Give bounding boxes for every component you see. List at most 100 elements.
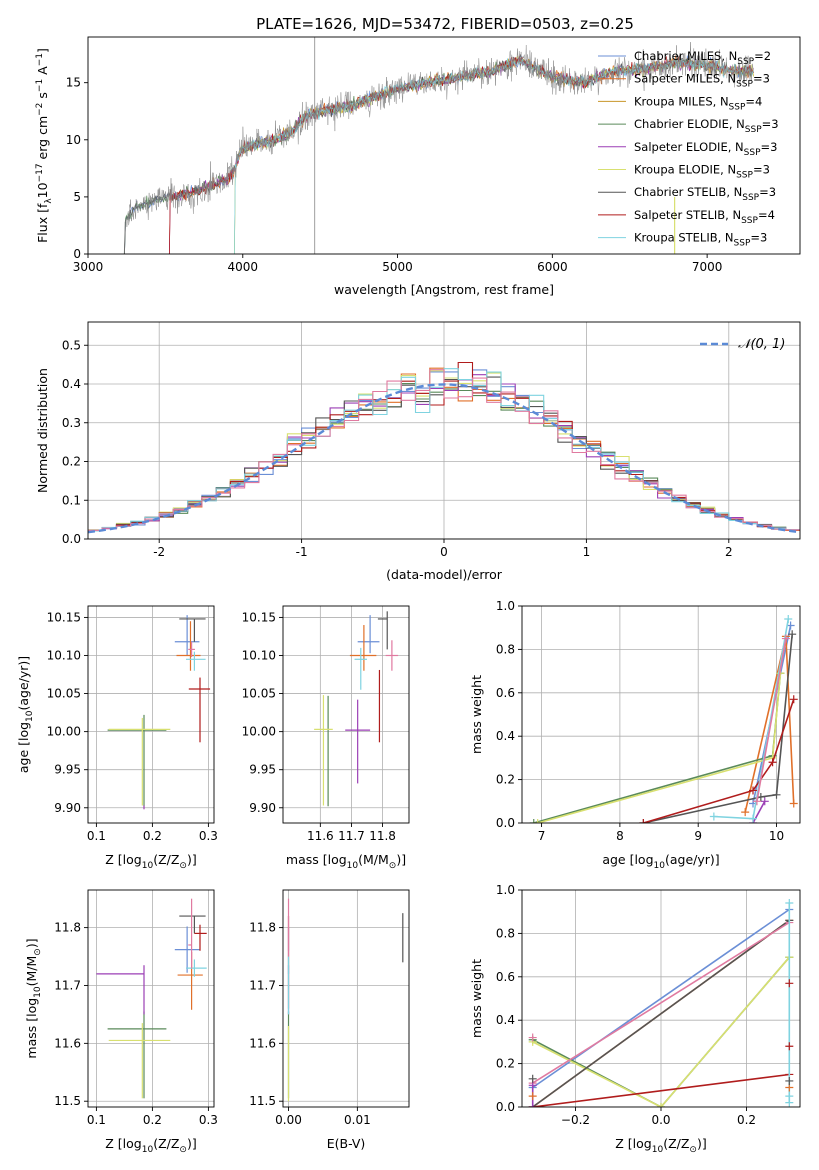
weight-line xyxy=(532,919,790,1107)
weight-marker xyxy=(528,1092,537,1101)
residuals-ytick-label: 0.5 xyxy=(62,338,81,352)
residuals-ytick-label: 0.0 xyxy=(62,532,81,546)
weight-age-xlabel: age [log10(age/yr)] xyxy=(602,852,719,871)
residuals-ylabel: Normed distribution xyxy=(35,368,50,493)
spectrum-model-line xyxy=(233,58,754,254)
age_vs_mass-ytick-label: 9.90 xyxy=(249,801,276,815)
spectrum-frame xyxy=(87,36,801,255)
mass_vs_ebv-ytick-label: 11.7 xyxy=(249,978,276,992)
age-Z-ylabel: age [log10(age/yr)] xyxy=(16,656,35,773)
weight_vs_age-xtick-label: 7 xyxy=(538,829,546,843)
age_vs_mass-xtick-label: 11.7 xyxy=(338,829,365,843)
spectrum-model-line xyxy=(123,56,754,254)
weight-marker xyxy=(749,814,758,823)
mass_vs_Z-ytick-label: 11.6 xyxy=(54,1036,81,1050)
weight-marker xyxy=(785,979,794,988)
mass_vs_ebv-plot-area xyxy=(283,890,409,1107)
mass_vs_Z-axes: 0.1 0.2 0.3 11.5 11.6 11.7 11.8 xyxy=(54,889,218,1127)
weight-marker xyxy=(772,790,781,799)
mass_vs_ebv-frame xyxy=(282,889,410,1108)
weight_vs_Z-xtick-label: −0.2 xyxy=(561,1113,590,1127)
weight_vs_age-ytick-label: 0.2 xyxy=(496,773,515,787)
weight-marker xyxy=(528,1033,537,1042)
mass_vs_ebv-xtick-label: 0.01 xyxy=(344,1113,371,1127)
mass_vs_ebv-axes: 0.00 0.01 11.5 11.6 11.7 11.8 xyxy=(249,889,410,1127)
weight-line xyxy=(532,921,790,1084)
mass_vs_Z-xtick-label: 0.3 xyxy=(199,1113,218,1127)
age-Z-xlabel: Z [log10(Z/Z⊙)] xyxy=(105,852,196,871)
spectrum-model-line xyxy=(168,57,754,254)
weight-marker xyxy=(760,797,769,806)
weight-marker xyxy=(785,899,794,908)
weight_vs_age-xtick-label: 10 xyxy=(769,829,784,843)
weight_vs_age-ytick-label: 1.0 xyxy=(496,599,515,613)
age_vs_mass-frame xyxy=(282,605,410,824)
residuals-xtick-label: 1 xyxy=(583,545,591,559)
weight-marker xyxy=(789,799,798,808)
weight_vs_Z-plot-area xyxy=(522,890,800,1107)
age_vs_Z-ytick-label: 10.05 xyxy=(47,687,81,701)
weight_vs_Z-ytick-label: 1.0 xyxy=(496,883,515,897)
weight-marker xyxy=(789,695,798,704)
weight_vs_age-ytick-label: 0.6 xyxy=(496,686,515,700)
legend-entry: Chabrier ELODIE, NSSP=3 xyxy=(634,117,779,135)
weight-line xyxy=(643,634,793,823)
weight-marker xyxy=(781,634,790,643)
age_vs_Z-ytick-label: 9.90 xyxy=(54,801,81,815)
age_vs_mass-plot-area xyxy=(283,606,409,823)
weight_vs_age-axes: 7 8 9 10 0.0 0.2 0.4 0.6 0.8 1.0 xyxy=(496,599,801,843)
age_vs_Z-ytick-label: 10.00 xyxy=(47,725,81,739)
spectrum-axes: 3000 4000 5000 6000 7000 0 5 10 15 xyxy=(66,36,801,274)
weight_vs_age-ytick-label: 0.4 xyxy=(496,729,515,743)
mass_vs_Z-ytick-label: 11.5 xyxy=(54,1094,81,1108)
weight-marker xyxy=(741,808,750,817)
age_vs_mass-axes: 11.6 11.7 11.8 9.90 9.95 10.00 10.05 10.10 10.15 xyxy=(242,605,410,843)
legend-entry: Salpeter MILES, NSSP=3 xyxy=(634,72,770,90)
age_vs_Z-axes: 0.1 0.2 0.3 9.90 9.95 10.00 10.05 10.10 10.15 xyxy=(47,605,218,843)
weight_vs_Z-axes: −0.2 0.0 0.2 0.0 0.2 0.4 0.6 0.8 1.0 xyxy=(496,883,801,1127)
mass_vs_Z-frame xyxy=(87,889,215,1108)
weight-marker xyxy=(749,786,758,795)
mass_vs_ebv-ytick-label: 11.6 xyxy=(249,1036,276,1050)
normal-legend-label: 𝒩(0, 1) xyxy=(738,337,785,352)
weight_vs_Z-ylabel: mass weight xyxy=(469,959,484,1038)
weight_vs_age-xtick-label: 8 xyxy=(616,829,624,843)
residuals-ytick-label: 0.4 xyxy=(62,377,81,391)
weight-marker xyxy=(785,1092,794,1101)
age_vs_Z-ytick-label: 10.10 xyxy=(47,648,81,662)
age_vs_mass-ytick-label: 10.00 xyxy=(242,725,276,739)
age_vs_mass-ytick-label: 10.15 xyxy=(242,610,276,624)
weight_vs_Z-ytick-label: 0.2 xyxy=(496,1057,515,1071)
age_vs_mass-xtick-label: 11.8 xyxy=(369,829,396,843)
mass_vs_Z-ytick-label: 11.8 xyxy=(54,921,81,935)
weight-marker xyxy=(788,630,797,639)
residuals-xlabel: (data-model)/error xyxy=(386,567,503,582)
mass_vs_ebv-xtick-label: 0.00 xyxy=(275,1113,302,1127)
spectrum-xtick-label: 5000 xyxy=(382,260,413,274)
mass_vs_Z-plot-area xyxy=(88,890,214,1107)
legend-entry: Salpeter ELODIE, NSSP=3 xyxy=(634,140,777,158)
residuals-ytick-label: 0.2 xyxy=(62,455,81,469)
spectrum-xtick-label: 7000 xyxy=(692,260,723,274)
legend-entry: Kroupa MILES, NSSP=4 xyxy=(634,94,762,112)
spectrum-ylabel: Flux [fλ10−17 erg cm−2 s−1 A−1] xyxy=(35,48,54,243)
age_vs_Z-xtick-label: 0.1 xyxy=(87,829,106,843)
ebv-xlabel: E(B-V) xyxy=(327,1136,366,1151)
spectrum-ytick-label: 10 xyxy=(66,133,81,147)
residuals-plot-area xyxy=(88,322,800,539)
weight-line xyxy=(532,956,790,1107)
mass_vs_Z-xtick-label: 0.2 xyxy=(143,1113,162,1127)
age_vs_Z-ytick-label: 9.95 xyxy=(54,763,81,777)
mass_vs_Z-xtick-label: 0.1 xyxy=(87,1113,106,1127)
spectrum-xtick-label: 4000 xyxy=(228,260,259,274)
residuals-xtick-label: 2 xyxy=(725,545,733,559)
weight-marker xyxy=(657,1103,665,1107)
mass-Z-ylabel: mass [log10(M/M⊙)] xyxy=(24,938,43,1058)
residuals-xtick-label: 0 xyxy=(440,545,448,559)
weight_vs_Z-ytick-label: 0.4 xyxy=(496,1013,515,1027)
weight-marker xyxy=(784,615,793,624)
spectrum-xtick-label: 3000 xyxy=(73,260,104,274)
residuals-axes: -2 -1 0 1 2 0.0 0.1 0.2 0.3 0.4 0.5 xyxy=(62,321,801,559)
spectrum-xlabel: wavelength [Angstrom, rest frame] xyxy=(334,282,554,297)
weight_vs_age-xtick-label: 9 xyxy=(694,829,702,843)
